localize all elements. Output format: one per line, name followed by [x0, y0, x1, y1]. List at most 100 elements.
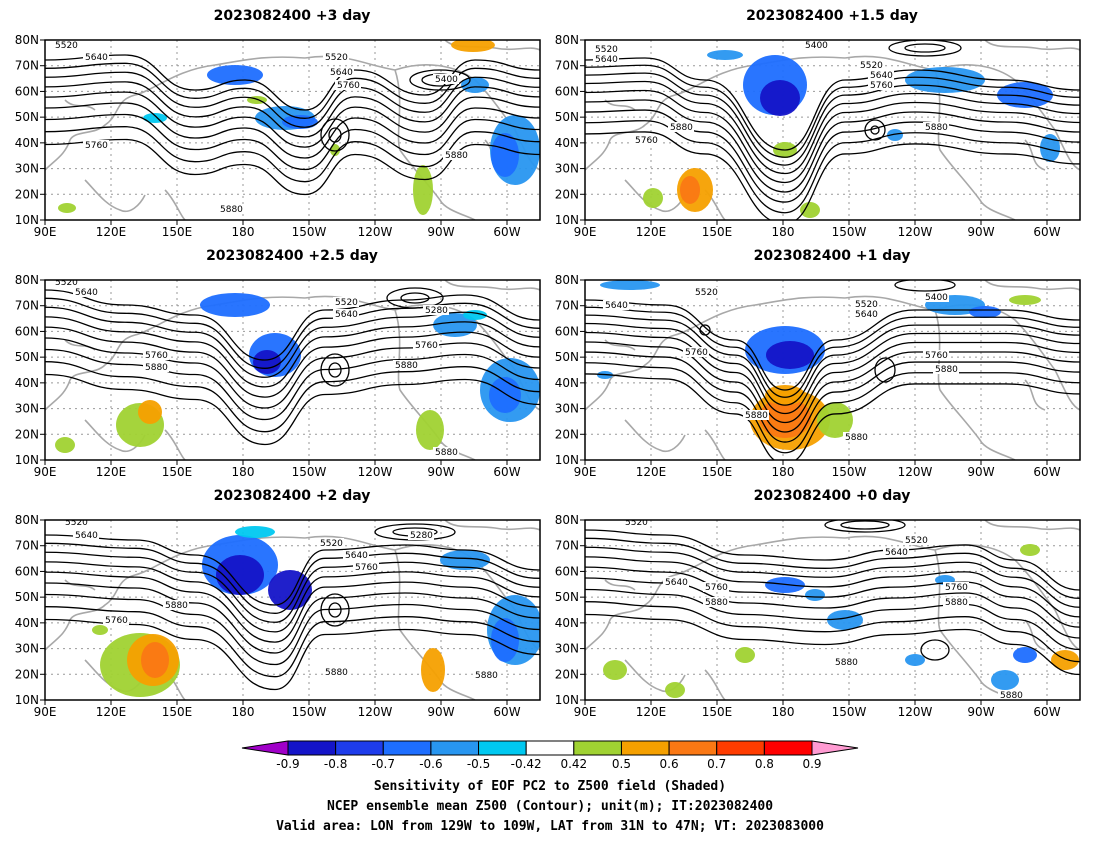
contour-line: [585, 120, 1080, 214]
lat-tick-label: 30N: [555, 162, 579, 176]
contour-label: 5880: [325, 668, 348, 678]
lat-tick-label: 60N: [555, 564, 579, 578]
lat-tick-label: 80N: [15, 273, 39, 287]
colorbar-tick-label: 0.7: [707, 757, 726, 771]
map-frame: [44, 519, 541, 701]
contour-line: [45, 306, 540, 378]
contour-closed: [870, 125, 880, 135]
contour-label: 5520: [325, 53, 348, 63]
lat-tick-label: 70N: [15, 299, 39, 313]
shading-region: [1020, 544, 1040, 556]
contour-label: 5760: [105, 616, 128, 626]
lon-tick-label: 150E: [162, 705, 193, 719]
colorbar-swatch: [573, 740, 622, 756]
shading-region: [92, 625, 108, 635]
colorbar-tick-label: 0.8: [755, 757, 774, 771]
contour-label: 5280: [425, 306, 448, 316]
lat-tick-label: 50N: [15, 110, 39, 124]
shading-region: [491, 133, 519, 177]
contour-closed: [328, 362, 342, 378]
contour-label: 5640: [85, 53, 108, 63]
contour-label: 5520: [55, 41, 78, 51]
contour-label: 5400: [435, 75, 458, 85]
lon-tick-label: 150E: [162, 225, 193, 239]
lon-tick-label: 60W: [493, 705, 520, 719]
lat-tick-label: 20N: [555, 667, 579, 681]
colorbar-tick-label: -0.42: [511, 757, 542, 771]
z500-contours: [585, 520, 1080, 676]
contour-label: 5880: [435, 448, 458, 458]
lon-tick-label: 150W: [292, 705, 327, 719]
contour-closed: [824, 520, 906, 533]
contour-line: [45, 102, 540, 159]
contour-line: [45, 91, 540, 148]
colorbar-left-arrow: [241, 740, 289, 756]
colorbar-swatch: [382, 740, 432, 756]
lon-tick-label: 180: [232, 705, 255, 719]
colorbar-tick-label: -0.8: [324, 757, 347, 771]
contour-labels: 5520 5520 5640 5640 5760 5880 5760 5880 5880 5880: [623, 518, 1024, 701]
shading-region: [1013, 647, 1037, 663]
lon-tick-label: 60W: [1033, 465, 1060, 479]
panel-title-0: 2023082400 +3 day: [214, 8, 371, 24]
lat-tick-label: 70N: [555, 539, 579, 553]
contour-label: 5520: [595, 45, 618, 55]
lat-tick-label: 60N: [555, 84, 579, 98]
map-panel-0: 5520 5640 5520 5640 5760 5400 5760 5880 5880 80N 7…: [15, 33, 541, 239]
contour-closed: [320, 353, 350, 387]
lat-tick-label: 50N: [15, 350, 39, 364]
colorbar-right-arrow: [811, 740, 859, 756]
contour-label: 5760: [85, 141, 108, 151]
map-panel-5: 5520 5520 5640 5640 5760 5880 5760 5880 5880 5880…: [555, 513, 1081, 719]
contour-line: [45, 606, 540, 678]
shading-region: [766, 341, 814, 369]
contour-closed: [840, 520, 890, 530]
lat-tick-label: 10N: [555, 693, 579, 707]
contour-label: 5880: [835, 658, 858, 668]
contour-line: [45, 373, 540, 446]
lon-tick-label: 180: [772, 465, 795, 479]
lat-tick-label: 80N: [15, 513, 39, 527]
shading-region: [765, 385, 805, 405]
shading-region: [817, 402, 853, 438]
contour-line: [585, 537, 1080, 599]
lat-tick-label: 40N: [15, 616, 39, 630]
shading-region: [800, 202, 820, 218]
contour-line: [45, 582, 540, 654]
shading-region: [491, 618, 519, 662]
colorbar-swatch: [525, 740, 575, 756]
shading-region: [416, 410, 444, 450]
shading-region: [1009, 295, 1041, 305]
z500-contours: [45, 523, 540, 691]
contour-label: 5520: [625, 518, 648, 528]
z500-contours: [45, 54, 540, 196]
shading-region: [1040, 134, 1060, 162]
lon-tick-label: 90E: [34, 705, 57, 719]
contour-line: [45, 289, 540, 361]
colorbar-swatch: [716, 740, 765, 756]
lat-tick-label: 40N: [555, 376, 579, 390]
contour-line: [585, 306, 1080, 398]
lon-tick-label: 90W: [967, 465, 994, 479]
lat-tick-label: 40N: [15, 376, 39, 390]
panel-title-2: 2023082400 +2.5 day: [206, 248, 378, 264]
contour-line: [585, 341, 1080, 433]
shading-region: [827, 610, 863, 630]
panel-title-1: 2023082400 +1.5 day: [746, 8, 918, 24]
contour-line: [585, 601, 1080, 663]
shading-region: [268, 570, 312, 610]
contour-label: 5880: [475, 671, 498, 681]
lat-tick-label: 20N: [15, 427, 39, 441]
contour-label: 5880: [705, 598, 728, 608]
lon-tick-label: 90E: [574, 465, 597, 479]
lon-tick-label: 180: [772, 705, 795, 719]
contour-closed: [874, 357, 896, 383]
contour-closed: [328, 602, 342, 618]
contour-label: 5880: [1000, 691, 1023, 701]
